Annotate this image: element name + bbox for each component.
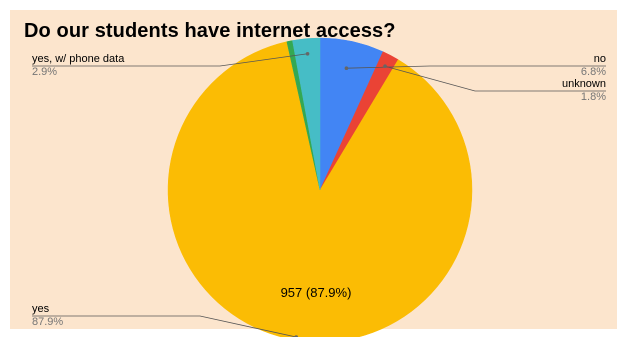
data-label-yes: 957 (87.9%) (281, 285, 352, 300)
pie-slice-yes (167, 41, 473, 337)
label-no-name: no (594, 53, 606, 65)
leader-no-dot (344, 66, 349, 70)
label-yes-name: yes (32, 303, 50, 315)
label-unknown-pct: 1.8% (581, 91, 606, 103)
leader-yes (32, 315, 297, 337)
label-unknown-name: unknown (562, 78, 606, 90)
leader-no (346, 65, 606, 69)
leader-unknown (384, 65, 606, 92)
label-yes-pct: 87.9% (32, 316, 63, 328)
label-phone-data-pct: 2.9% (32, 66, 57, 78)
label-phone-data-name: yes, w/ phone data (32, 53, 125, 65)
leader-unknown-dot (383, 64, 387, 69)
pie-slice-yes-w-phone-data (292, 37, 321, 191)
leader-phone-data (32, 53, 308, 67)
label-no-pct: 6.8% (581, 66, 606, 78)
chart-title: Do our students have internet access? (24, 20, 396, 42)
leader-phone-data-dot (305, 51, 310, 56)
